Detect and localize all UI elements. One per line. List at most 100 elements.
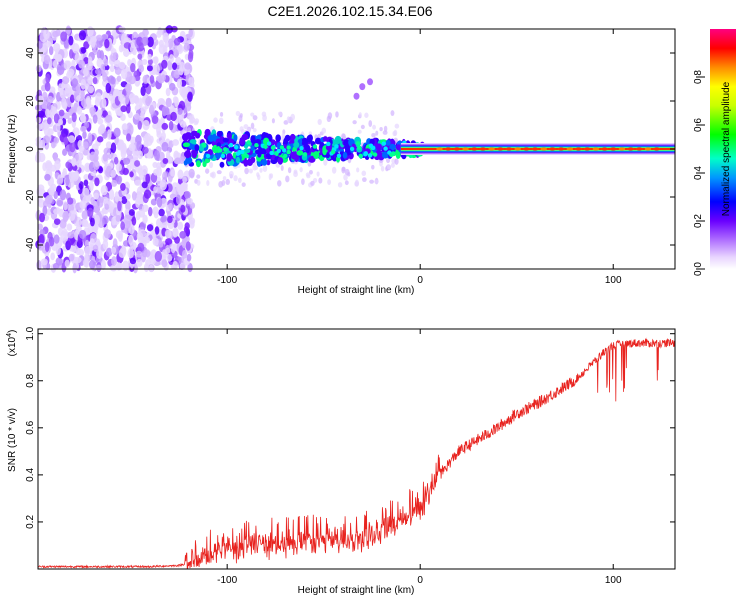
spectrogram-carrier-peak [644, 147, 652, 151]
spectrogram-signal-cell [325, 144, 333, 151]
spectrogram-halo-cell [356, 167, 360, 173]
spectrogram-halo-cell [394, 158, 399, 165]
spectrogram-signal-cell [277, 157, 284, 165]
spectrogram-carrier-peak [540, 147, 547, 151]
spectrogram-carrier-peak [653, 147, 660, 151]
spectrogram-noise-cell [83, 41, 90, 50]
spectrogram-noise-cell [63, 60, 71, 70]
spectrogram-noise-cell [112, 52, 119, 60]
spectrogram-halo-cell [371, 133, 376, 138]
spectrogram-halo-cell [344, 180, 349, 186]
spectrogram-signal-cell [308, 156, 316, 163]
spectrogram-noise-cell [103, 58, 109, 67]
spectrogram-carrier-peak [514, 147, 521, 151]
spectrogram-signal-cell [250, 135, 256, 144]
spectrogram-noise-cell [172, 228, 179, 238]
spectrogram-noise-cell [128, 124, 134, 135]
spectrogram-noise-cell [179, 262, 186, 270]
snr-y-ticks: 0.2 0.4 0.6 0.8 1.0 [25, 326, 675, 529]
spectrogram-noise-cell [81, 219, 86, 227]
spectrogram-noise-cell [188, 28, 193, 38]
spectrogram-noise-cell [63, 112, 70, 120]
spectrogram-cells [34, 25, 675, 274]
spectrogram-bright-cell [302, 152, 308, 157]
spectrogram-halo-cell [209, 161, 214, 169]
spectrogram-noise-cell [71, 112, 77, 123]
spectrogram-noise-cell [78, 181, 84, 190]
spectrogram-signal-cell [204, 158, 210, 164]
spectrogram-noise-cell [37, 95, 44, 106]
spectrogram-noise-cell [152, 206, 159, 216]
spectrogram-bright-cell [220, 153, 226, 159]
spectrogram-noise-cell [59, 89, 67, 99]
spectrogram-noise-cell [130, 62, 136, 73]
spectrogram-noise-cell [149, 75, 155, 84]
spectrogram-noise-cell [117, 200, 122, 212]
colorbar-tick-label: 0.2 [693, 214, 704, 228]
spectrogram-noise-cell [143, 263, 149, 273]
spectrogram-noise-cell [108, 93, 114, 101]
spectrogram-noise-cell [140, 165, 148, 176]
spectrogram-noise-cell [140, 85, 146, 97]
spectrogram-noise-cell [142, 146, 149, 154]
spectrogram-carrier-peak [497, 147, 504, 151]
spectrogram-noise-cell [125, 193, 131, 200]
spectrogram-bright-cell [367, 153, 373, 158]
spectrogram-noise-cell [177, 169, 184, 180]
spectrogram-halo-cell [262, 165, 268, 172]
spectrogram-noise-cell [96, 49, 102, 60]
spectrogram-noise-cell [53, 42, 61, 53]
spectrogram-noise-cell [57, 54, 63, 62]
spectrogram-halo-cell [317, 118, 322, 125]
spectrogram-signal-cell [226, 155, 232, 162]
spectrogram-noise-cell [68, 210, 76, 222]
spectrogram-noise-cell [78, 59, 86, 69]
spectrogram-noise-cell [172, 139, 180, 146]
spectrogram-bright-cell [233, 145, 239, 150]
spectrogram-halo-cell [321, 127, 327, 134]
spectrogram-noise-cell [170, 243, 176, 254]
spectrogram-noise-cell [106, 129, 112, 140]
spectrogram-noise-cell [173, 49, 179, 59]
spectrogram-noise-cell [186, 197, 193, 205]
spectrogram-noise-cell [160, 74, 166, 82]
spectrogram-halo-cell [360, 124, 365, 130]
spectrogram-noise-cell [145, 173, 151, 184]
spectrogram-noise-cell [55, 29, 61, 37]
spectrogram-spur [359, 83, 366, 91]
spectrogram-noise-cell [138, 64, 145, 73]
spectrogram-halo-cell [182, 176, 187, 184]
spectrogram-noise-cell [179, 230, 187, 239]
x-tick-label: 100 [605, 275, 622, 286]
spectrogram-carrier-peak [436, 147, 443, 151]
spectrogram-bright-cell [349, 146, 355, 152]
y-tick-label: 20 [25, 95, 36, 107]
spectrogram-signal-cell [385, 139, 391, 146]
spectrogram-noise-cell [35, 64, 42, 73]
spectrogram-halo-cell [188, 115, 193, 120]
spectrogram-noise-cell [183, 42, 190, 51]
spectrogram-noise-cell [174, 236, 181, 244]
spectrogram-noise-cell [68, 35, 74, 46]
spectrogram-halo-cell [323, 159, 328, 166]
spectrogram-noise-cell [94, 97, 100, 107]
spectrogram-noise-cell [128, 234, 134, 246]
spectrogram-halo-cell [259, 168, 263, 173]
spectrogram-noise-cell [142, 119, 150, 131]
spectrogram-noise-cell [123, 48, 130, 57]
spectrogram-bright-cell [357, 145, 362, 150]
spectrogram-noise-cell [44, 173, 51, 181]
spectrogram-noise-cell [105, 141, 112, 149]
spectrogram-noise-cell [118, 61, 126, 70]
spectrogram-halo-cell [369, 179, 375, 184]
spectrogram-noise-cell [45, 73, 51, 84]
spectrogram-noise-cell [42, 135, 50, 144]
spectrogram-noise-cell [137, 167, 143, 176]
spectrogram-noise-cell [167, 38, 174, 49]
spectrogram-signal-cell [261, 131, 268, 140]
spectrogram-noise-cell [128, 93, 136, 103]
spectrogram-halo-cell [244, 167, 249, 175]
spectrogram-noise-cell [123, 214, 131, 224]
spectrogram-noise-cell [128, 143, 136, 152]
spectrogram-noise-cell [74, 256, 82, 264]
